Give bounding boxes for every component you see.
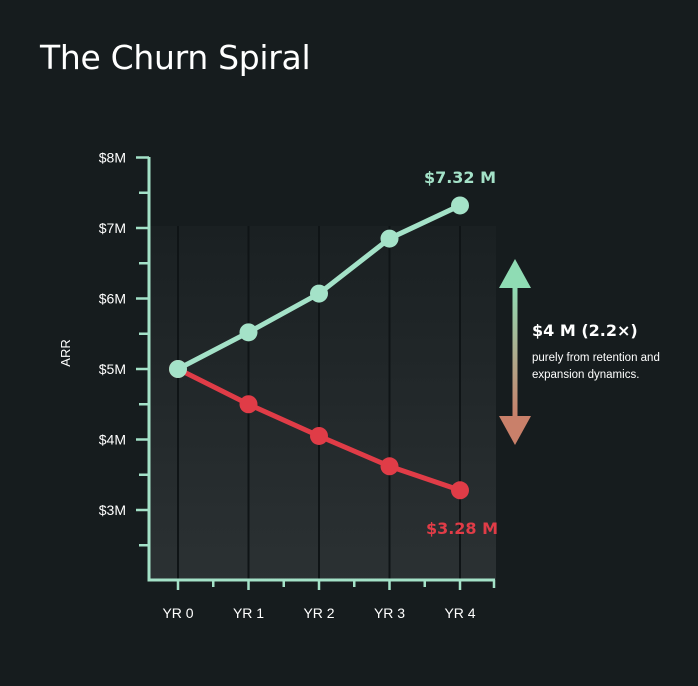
y-tick-label: $8M xyxy=(99,150,126,166)
low-series-point xyxy=(380,457,399,476)
x-tick-label: YR 1 xyxy=(233,605,264,621)
y-axis-label: ARR xyxy=(58,339,73,366)
high-series-point xyxy=(451,196,469,215)
high-series-point xyxy=(239,323,258,342)
y-tick-label: $3M xyxy=(99,502,126,518)
low-series-point xyxy=(451,481,469,500)
plot-area-shade xyxy=(149,226,496,580)
callout-subtext: purely from retention and expansion dyna… xyxy=(532,352,660,381)
low-series-point xyxy=(310,426,328,445)
x-tick-label: YR 3 xyxy=(374,605,405,621)
y-tick-label: $4M xyxy=(99,432,126,448)
x-tick-label: YR 4 xyxy=(444,605,475,621)
callout-headline: $4 M (2.2×) xyxy=(532,321,638,340)
low-end-label: $3.28 M xyxy=(426,519,498,538)
high-series-point xyxy=(380,229,399,248)
high-end-label: $7.32 M xyxy=(424,168,496,187)
high-series-point xyxy=(169,360,187,378)
chart-title: The Churn Spiral xyxy=(40,38,311,77)
double-arrow-icon xyxy=(499,259,531,445)
high-series-point xyxy=(310,284,328,303)
y-tick-label: $6M xyxy=(99,291,126,307)
low-series-point xyxy=(239,395,258,414)
x-tick-label: YR 2 xyxy=(303,605,334,621)
y-tick-label: $5M xyxy=(99,361,126,377)
y-tick-label: $7M xyxy=(99,220,126,236)
x-tick-label: YR 0 xyxy=(162,605,193,621)
